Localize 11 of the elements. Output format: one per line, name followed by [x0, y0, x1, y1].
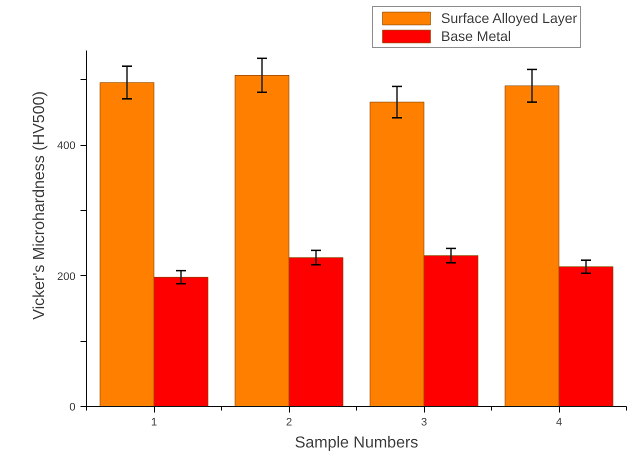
y-tick-label: 0 — [69, 402, 76, 414]
x-tick-label: 1 — [150, 416, 158, 428]
y-tick-label: 200 — [57, 270, 76, 283]
x-tick-label: 3 — [420, 416, 428, 428]
y-tick-label: 400 — [57, 140, 76, 152]
x-axis-title: Sample Numbers — [294, 434, 418, 452]
x-tick-label: 2 — [286, 416, 292, 428]
x-tick-label: 4 — [556, 416, 562, 428]
y-axis-title: Vicker's Microhardness (HV500) — [31, 91, 48, 320]
legend-label: Surface Alloyed Layer — [441, 10, 578, 26]
legend-label: Base Metal — [441, 28, 512, 44]
